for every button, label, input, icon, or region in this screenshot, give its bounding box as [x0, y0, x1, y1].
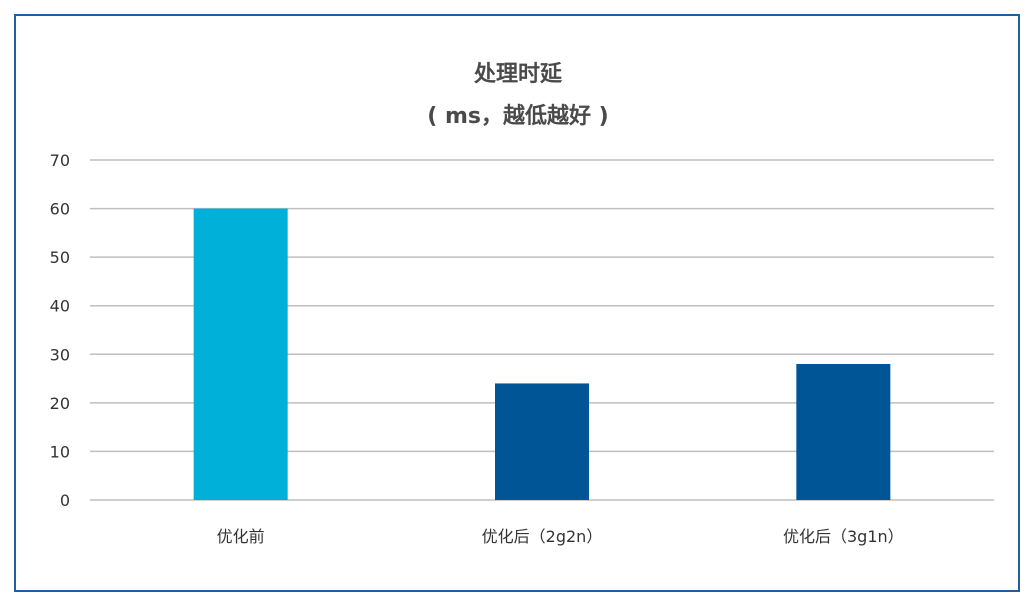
y-tick-label-60: 60	[50, 200, 70, 219]
bars	[193, 208, 891, 501]
chart-subtitle: ( ms，越低越好 )	[427, 104, 609, 129]
bar-1	[495, 383, 589, 500]
bar-0	[193, 208, 288, 501]
labels: 0 10 20 30 40 50 60 70 优化前 优化后（2g2n） 优化后（3g1n）	[50, 151, 904, 546]
x-category-label-1: 优化后（2g2n）	[482, 527, 603, 546]
chart-title: 处理时延	[473, 62, 562, 87]
y-tick-label-70: 70	[50, 151, 70, 170]
y-tick-label-30: 30	[50, 345, 70, 364]
y-tick-label-50: 50	[50, 248, 70, 267]
y-tick-label-20: 20	[50, 394, 70, 413]
bar-2	[796, 364, 891, 500]
x-category-label-0: 优化前	[217, 527, 265, 546]
y-tick-label-10: 10	[50, 442, 70, 461]
y-tick-label-40: 40	[50, 297, 70, 316]
x-category-label-2: 优化后（3g1n）	[783, 527, 904, 546]
y-tick-label-0: 0	[60, 491, 70, 510]
